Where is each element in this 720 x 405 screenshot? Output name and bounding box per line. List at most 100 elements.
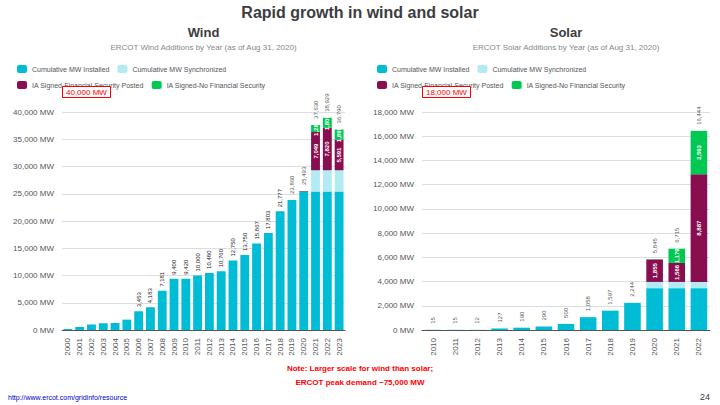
svg-text:25,493: 25,493 [301, 166, 307, 185]
svg-text:2010: 2010 [429, 337, 438, 355]
svg-text:4,183: 4,183 [147, 288, 153, 304]
svg-text:1,566: 1,566 [674, 264, 680, 280]
svg-text:37,630: 37,630 [313, 100, 319, 119]
svg-text:16,000 MW: 16,000 MW [373, 132, 414, 141]
svg-text:1,809: 1,809 [324, 115, 330, 131]
svg-text:4,000 MW: 4,000 MW [378, 277, 415, 286]
svg-text:2002: 2002 [87, 337, 96, 355]
svg-text:12,000 MW: 12,000 MW [373, 180, 414, 189]
svg-text:290: 290 [541, 310, 547, 321]
svg-text:Note: Larger scale for wind th: Note: Larger scale for wind than solar; [287, 364, 433, 373]
svg-text:13,750: 13,750 [242, 232, 248, 251]
svg-text:ERCOT peak demand ~75,000 MW: ERCOT peak demand ~75,000 MW [295, 378, 425, 387]
svg-text:15,000 MW: 15,000 MW [13, 244, 54, 253]
svg-text:18,000 MW: 18,000 MW [426, 88, 467, 97]
svg-text:Cumulative MW Installed: Cumulative MW Installed [392, 66, 470, 73]
svg-text:15: 15 [430, 316, 436, 323]
svg-text:2021: 2021 [672, 337, 681, 355]
svg-text:8,887: 8,887 [696, 220, 702, 236]
svg-text:1,179: 1,179 [674, 248, 680, 264]
svg-text:7,049: 7,049 [313, 143, 319, 159]
svg-text:2019: 2019 [287, 337, 296, 355]
svg-text:30,000 MW: 30,000 MW [13, 162, 54, 171]
svg-text:3,593: 3,593 [696, 144, 702, 160]
svg-text:12: 12 [474, 317, 480, 324]
svg-text:http://www.ercot.com/gridinfo/: http://www.ercot.com/gridinfo/resource [8, 394, 127, 402]
svg-text:0 MW: 0 MW [393, 326, 414, 335]
svg-text:5,000 MW: 5,000 MW [18, 298, 55, 307]
svg-text:127: 127 [497, 312, 503, 323]
svg-text:3,453: 3,453 [136, 292, 142, 308]
svg-text:Wind: Wind [188, 25, 220, 40]
svg-text:ERCOT Solar Additions by Year: ERCOT Solar Additions by Year (as of Aug… [473, 43, 660, 52]
svg-text:2009: 2009 [170, 337, 179, 355]
svg-text:2020: 2020 [650, 337, 659, 355]
svg-text:2012: 2012 [473, 337, 482, 355]
svg-text:Cumulative MW Installed: Cumulative MW Installed [32, 66, 110, 73]
svg-text:40,000 MW: 40,000 MW [13, 108, 54, 117]
svg-text:5,591: 5,591 [336, 147, 342, 163]
svg-text:20,000 MW: 20,000 MW [13, 217, 54, 226]
svg-text:21,777: 21,777 [277, 188, 283, 207]
svg-text:2013: 2013 [495, 337, 504, 355]
svg-text:35,000 MW: 35,000 MW [13, 135, 54, 144]
svg-text:1,058: 1,058 [585, 296, 591, 312]
svg-text:2016: 2016 [562, 337, 571, 355]
svg-text:2014: 2014 [517, 337, 526, 355]
svg-text:12,750: 12,750 [230, 237, 236, 256]
svg-text:18,000 MW: 18,000 MW [373, 108, 414, 117]
svg-text:7,181: 7,181 [159, 271, 165, 287]
svg-text:9,400: 9,400 [171, 259, 177, 275]
svg-text:2012: 2012 [205, 337, 214, 355]
svg-text:2020: 2020 [299, 337, 308, 355]
svg-text:6,715: 6,715 [674, 227, 680, 243]
svg-text:2022: 2022 [694, 337, 703, 355]
svg-text:10,480: 10,480 [206, 250, 212, 269]
svg-text:2010: 2010 [181, 337, 190, 355]
svg-text:17,803: 17,803 [265, 210, 271, 229]
svg-text:2013: 2013 [217, 337, 226, 355]
svg-text:8,000 MW: 8,000 MW [378, 229, 415, 238]
svg-text:1,855: 1,855 [652, 263, 658, 279]
svg-text:2018: 2018 [276, 337, 285, 355]
svg-text:2005: 2005 [122, 337, 131, 355]
svg-text:2019: 2019 [628, 337, 637, 355]
svg-text:2015: 2015 [539, 337, 548, 355]
svg-text:38,929: 38,929 [324, 93, 330, 112]
svg-text:2022: 2022 [323, 337, 332, 355]
svg-text:IA Signed-No Financial Securit: IA Signed-No Financial Security [167, 82, 266, 90]
svg-text:2,000 MW: 2,000 MW [378, 301, 415, 310]
svg-text:Cumulative MW Synchronized: Cumulative MW Synchronized [492, 66, 586, 74]
svg-text:2018: 2018 [606, 337, 615, 355]
svg-text:2011: 2011 [451, 337, 460, 355]
svg-text:0 MW: 0 MW [33, 326, 54, 335]
svg-text:Cumulative MW Synchronized: Cumulative MW Synchronized [132, 66, 226, 74]
svg-text:15: 15 [452, 316, 458, 323]
svg-text:2,244: 2,244 [629, 281, 635, 297]
svg-text:1,597: 1,597 [607, 289, 613, 305]
svg-text:25,000 MW: 25,000 MW [13, 189, 54, 198]
svg-text:2016: 2016 [252, 337, 261, 355]
svg-text:2007: 2007 [146, 337, 155, 355]
svg-text:2006: 2006 [134, 337, 143, 355]
svg-text:2021: 2021 [311, 337, 320, 355]
svg-text:2008: 2008 [158, 337, 167, 355]
svg-text:2003: 2003 [99, 337, 108, 355]
svg-text:2017: 2017 [264, 337, 273, 355]
svg-text:2001: 2001 [75, 337, 84, 355]
svg-text:7,820: 7,820 [324, 141, 330, 157]
svg-text:14,000 MW: 14,000 MW [373, 156, 414, 165]
svg-text:15,867: 15,867 [254, 221, 260, 240]
svg-text:24: 24 [700, 392, 710, 402]
svg-text:2000: 2000 [63, 337, 72, 355]
svg-text:500: 500 [563, 307, 569, 318]
svg-text:2023: 2023 [335, 337, 344, 355]
svg-text:2015: 2015 [240, 337, 249, 355]
svg-text:10,760: 10,760 [218, 248, 224, 267]
svg-text:5,845: 5,845 [652, 238, 658, 254]
svg-text:2011: 2011 [193, 337, 202, 355]
svg-text:190: 190 [519, 311, 525, 322]
svg-text:2017: 2017 [584, 337, 593, 355]
svg-text:IA Signed-No Financial Securit: IA Signed-No Financial Security [527, 82, 626, 90]
svg-text:9,420: 9,420 [183, 259, 189, 275]
